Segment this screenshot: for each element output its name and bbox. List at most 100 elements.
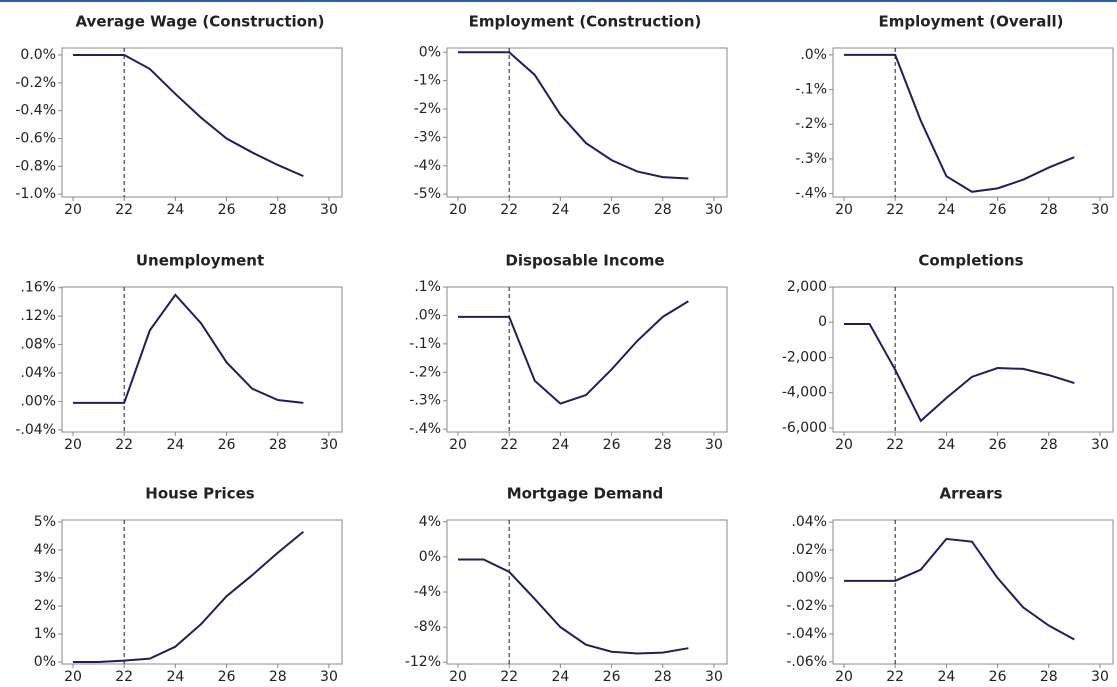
x-tick-label: 30 — [705, 669, 723, 685]
y-tick-label: -.2% — [795, 116, 827, 132]
x-tick-label: 20 — [835, 669, 853, 685]
x-tick-label: 24 — [166, 202, 184, 218]
y-tick-label: -.04% — [786, 626, 827, 642]
y-tick-label: 0% — [419, 549, 441, 565]
x-tick-label: 22 — [886, 437, 904, 453]
x-tick-label: 26 — [218, 669, 236, 685]
y-tick-label: 2% — [34, 598, 56, 614]
x-tick-label: 24 — [551, 437, 569, 453]
series-line — [844, 53, 1075, 193]
x-tick-label: 28 — [654, 437, 672, 453]
series-line — [458, 300, 689, 405]
y-tick-label: 0% — [419, 44, 441, 60]
x-tick-label: 28 — [654, 202, 672, 218]
x-tick-label: 26 — [989, 669, 1007, 685]
plot-frame — [832, 519, 1114, 665]
y-tick-label: .02% — [791, 542, 827, 558]
y-tick-label: .04% — [20, 365, 56, 381]
x-tick-label: 28 — [269, 437, 287, 453]
chart-title: Arrears — [939, 485, 1002, 503]
y-tick-label: .00% — [791, 570, 827, 586]
chart-title: Unemployment — [136, 252, 264, 270]
x-tick-label: 30 — [1091, 437, 1109, 453]
y-tick-label: -2,000 — [782, 349, 827, 365]
x-tick-label: 24 — [551, 669, 569, 685]
x-tick-label: 20 — [64, 202, 82, 218]
y-tick-label: 0% — [34, 654, 56, 670]
x-tick-label: 26 — [218, 437, 236, 453]
plot-frame — [61, 519, 343, 665]
x-tick-label: 22 — [115, 437, 133, 453]
y-tick-label: -.4% — [409, 421, 441, 437]
y-tick-label: -4,000 — [782, 385, 827, 401]
x-tick-label: 26 — [603, 669, 621, 685]
chart-title: Employment (Overall) — [879, 13, 1064, 31]
x-tick-label: 24 — [937, 202, 955, 218]
x-tick-label: 28 — [269, 669, 287, 685]
x-tick-label: 30 — [1091, 669, 1109, 685]
plot-frame — [446, 519, 728, 665]
x-tick-label: 26 — [989, 437, 1007, 453]
x-tick-label: 24 — [166, 437, 184, 453]
x-tick-label: 28 — [1040, 202, 1058, 218]
y-tick-label: -.2% — [409, 364, 441, 380]
x-tick-label: 22 — [115, 202, 133, 218]
series-line — [458, 558, 689, 655]
x-tick-label: 20 — [835, 202, 853, 218]
x-tick-label: 28 — [1040, 437, 1058, 453]
x-tick-label: 22 — [500, 669, 518, 685]
y-tick-label: -.1% — [409, 336, 441, 352]
y-tick-label: -.06% — [786, 654, 827, 670]
y-tick-label: -0.6% — [15, 131, 56, 147]
y-tick-label: 4% — [419, 514, 441, 530]
plot-frame — [832, 47, 1114, 198]
y-tick-label: -.4% — [795, 186, 827, 202]
x-tick-label: 24 — [937, 437, 955, 453]
plot-frame — [61, 47, 343, 198]
series-line — [73, 530, 304, 664]
chart-title: Disposable Income — [505, 252, 664, 270]
y-tick-label: 5% — [34, 514, 56, 530]
series-line — [844, 322, 1075, 423]
chart-title: Completions — [918, 252, 1023, 270]
x-tick-label: 30 — [320, 437, 338, 453]
x-tick-label: 22 — [500, 202, 518, 218]
x-tick-label: 26 — [218, 202, 236, 218]
y-tick-label: 1% — [34, 626, 56, 642]
y-tick-label: -12% — [405, 654, 441, 670]
x-tick-label: 20 — [64, 669, 82, 685]
series-line — [73, 293, 304, 404]
y-tick-label: .00% — [20, 393, 56, 409]
y-tick-label: 0.0% — [20, 47, 56, 63]
x-tick-label: 28 — [1040, 669, 1058, 685]
y-tick-label: -4% — [414, 584, 441, 600]
y-tick-label: .16% — [20, 280, 56, 296]
y-tick-label: -0.2% — [15, 75, 56, 91]
y-tick-label: -1% — [414, 73, 441, 89]
y-tick-label: 3% — [34, 570, 56, 586]
x-tick-label: 22 — [886, 202, 904, 218]
y-tick-label: .12% — [20, 308, 56, 324]
y-tick-label: -8% — [414, 619, 441, 635]
y-tick-label: -.02% — [786, 598, 827, 614]
y-tick-label: -0.8% — [15, 158, 56, 174]
y-tick-label: .1% — [414, 279, 441, 295]
chart-title: Employment (Construction) — [469, 13, 702, 31]
x-tick-label: 26 — [603, 202, 621, 218]
x-tick-label: 22 — [500, 437, 518, 453]
x-tick-label: 26 — [603, 437, 621, 453]
x-tick-label: 24 — [937, 669, 955, 685]
y-tick-label: .04% — [791, 514, 827, 530]
y-tick-label: -.3% — [409, 393, 441, 409]
y-tick-label: -5% — [414, 186, 441, 202]
y-tick-label: .0% — [800, 47, 827, 63]
x-tick-label: 30 — [705, 202, 723, 218]
series-line — [458, 51, 689, 180]
y-tick-label: -1.0% — [15, 186, 56, 202]
y-tick-label: 0 — [818, 314, 827, 330]
x-tick-label: 26 — [989, 202, 1007, 218]
plot-frame — [446, 47, 728, 198]
x-tick-label: 20 — [449, 437, 467, 453]
x-tick-label: 20 — [64, 437, 82, 453]
y-tick-label: 4% — [34, 542, 56, 558]
